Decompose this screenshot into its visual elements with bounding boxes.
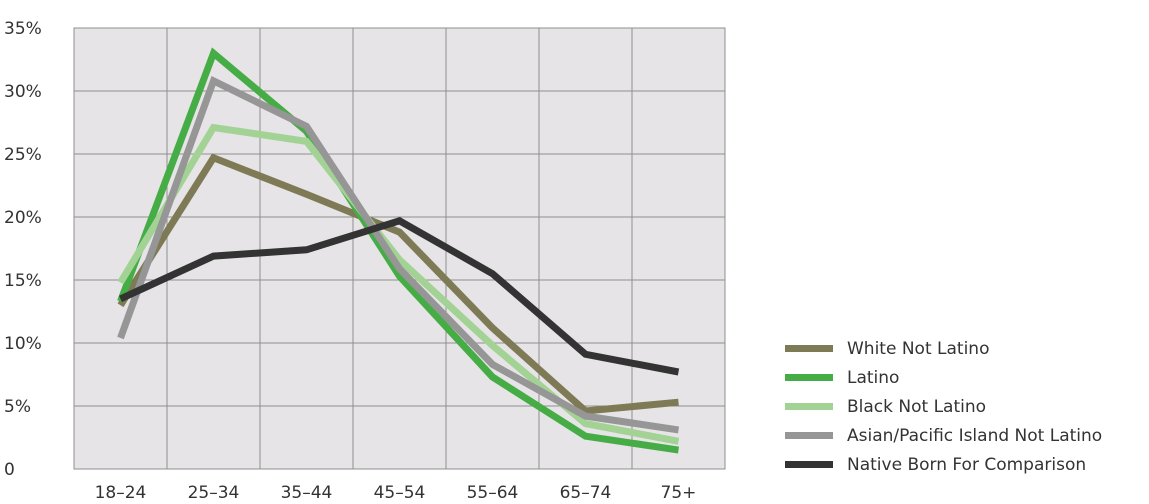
legend-item: Native Born For Comparison bbox=[785, 450, 1102, 479]
y-tick-label: 30% bbox=[4, 82, 42, 102]
legend-item: Latino bbox=[785, 363, 1102, 392]
legend-item: White Not Latino bbox=[785, 334, 1102, 363]
series-line-native-born-for-comparison bbox=[119, 217, 680, 376]
y-tick-label: 35% bbox=[4, 19, 42, 39]
x-tick-label: 35–44 bbox=[281, 483, 333, 503]
legend-label: Native Born For Comparison bbox=[847, 454, 1087, 475]
legend-label: Black Not Latino bbox=[847, 396, 987, 417]
y-tick-label: 15% bbox=[4, 271, 42, 291]
legend-swatch bbox=[785, 461, 833, 468]
y-tick-label: 0 bbox=[4, 460, 15, 480]
x-tick-label: 55–64 bbox=[467, 483, 519, 503]
plot-area bbox=[74, 28, 725, 469]
x-tick-label: 18–24 bbox=[95, 483, 147, 503]
legend-swatch bbox=[785, 374, 833, 381]
series-line-asian-pacific-island-not-latino bbox=[117, 76, 680, 434]
y-tick-label: 25% bbox=[4, 145, 42, 165]
series-line-white-not-latino bbox=[117, 153, 679, 415]
y-tick-label: 5% bbox=[4, 397, 31, 417]
series-line-black-not-latino bbox=[117, 123, 680, 445]
legend-swatch bbox=[785, 345, 833, 352]
legend: White Not Latino Latino Black Not Latino As… bbox=[785, 334, 1102, 479]
x-tick-label: 75+ bbox=[661, 483, 697, 503]
legend-label: White Not Latino bbox=[847, 338, 990, 359]
legend-label: Latino bbox=[847, 367, 900, 388]
x-tick-label: 45–54 bbox=[374, 483, 426, 503]
plot-border bbox=[73, 27, 726, 470]
series-line-latino bbox=[117, 47, 680, 454]
legend-item: Asian/Pacific Island Not Latino bbox=[785, 421, 1102, 450]
legend-swatch bbox=[785, 403, 833, 410]
legend-label: Asian/Pacific Island Not Latino bbox=[847, 425, 1103, 446]
y-tick-label: 10% bbox=[4, 334, 42, 354]
legend-item: Black Not Latino bbox=[785, 392, 1102, 421]
y-tick-label: 20% bbox=[4, 208, 42, 228]
legend-swatch bbox=[785, 432, 833, 439]
x-tick-label: 25–34 bbox=[188, 483, 240, 503]
x-tick-label: 65–74 bbox=[560, 483, 612, 503]
